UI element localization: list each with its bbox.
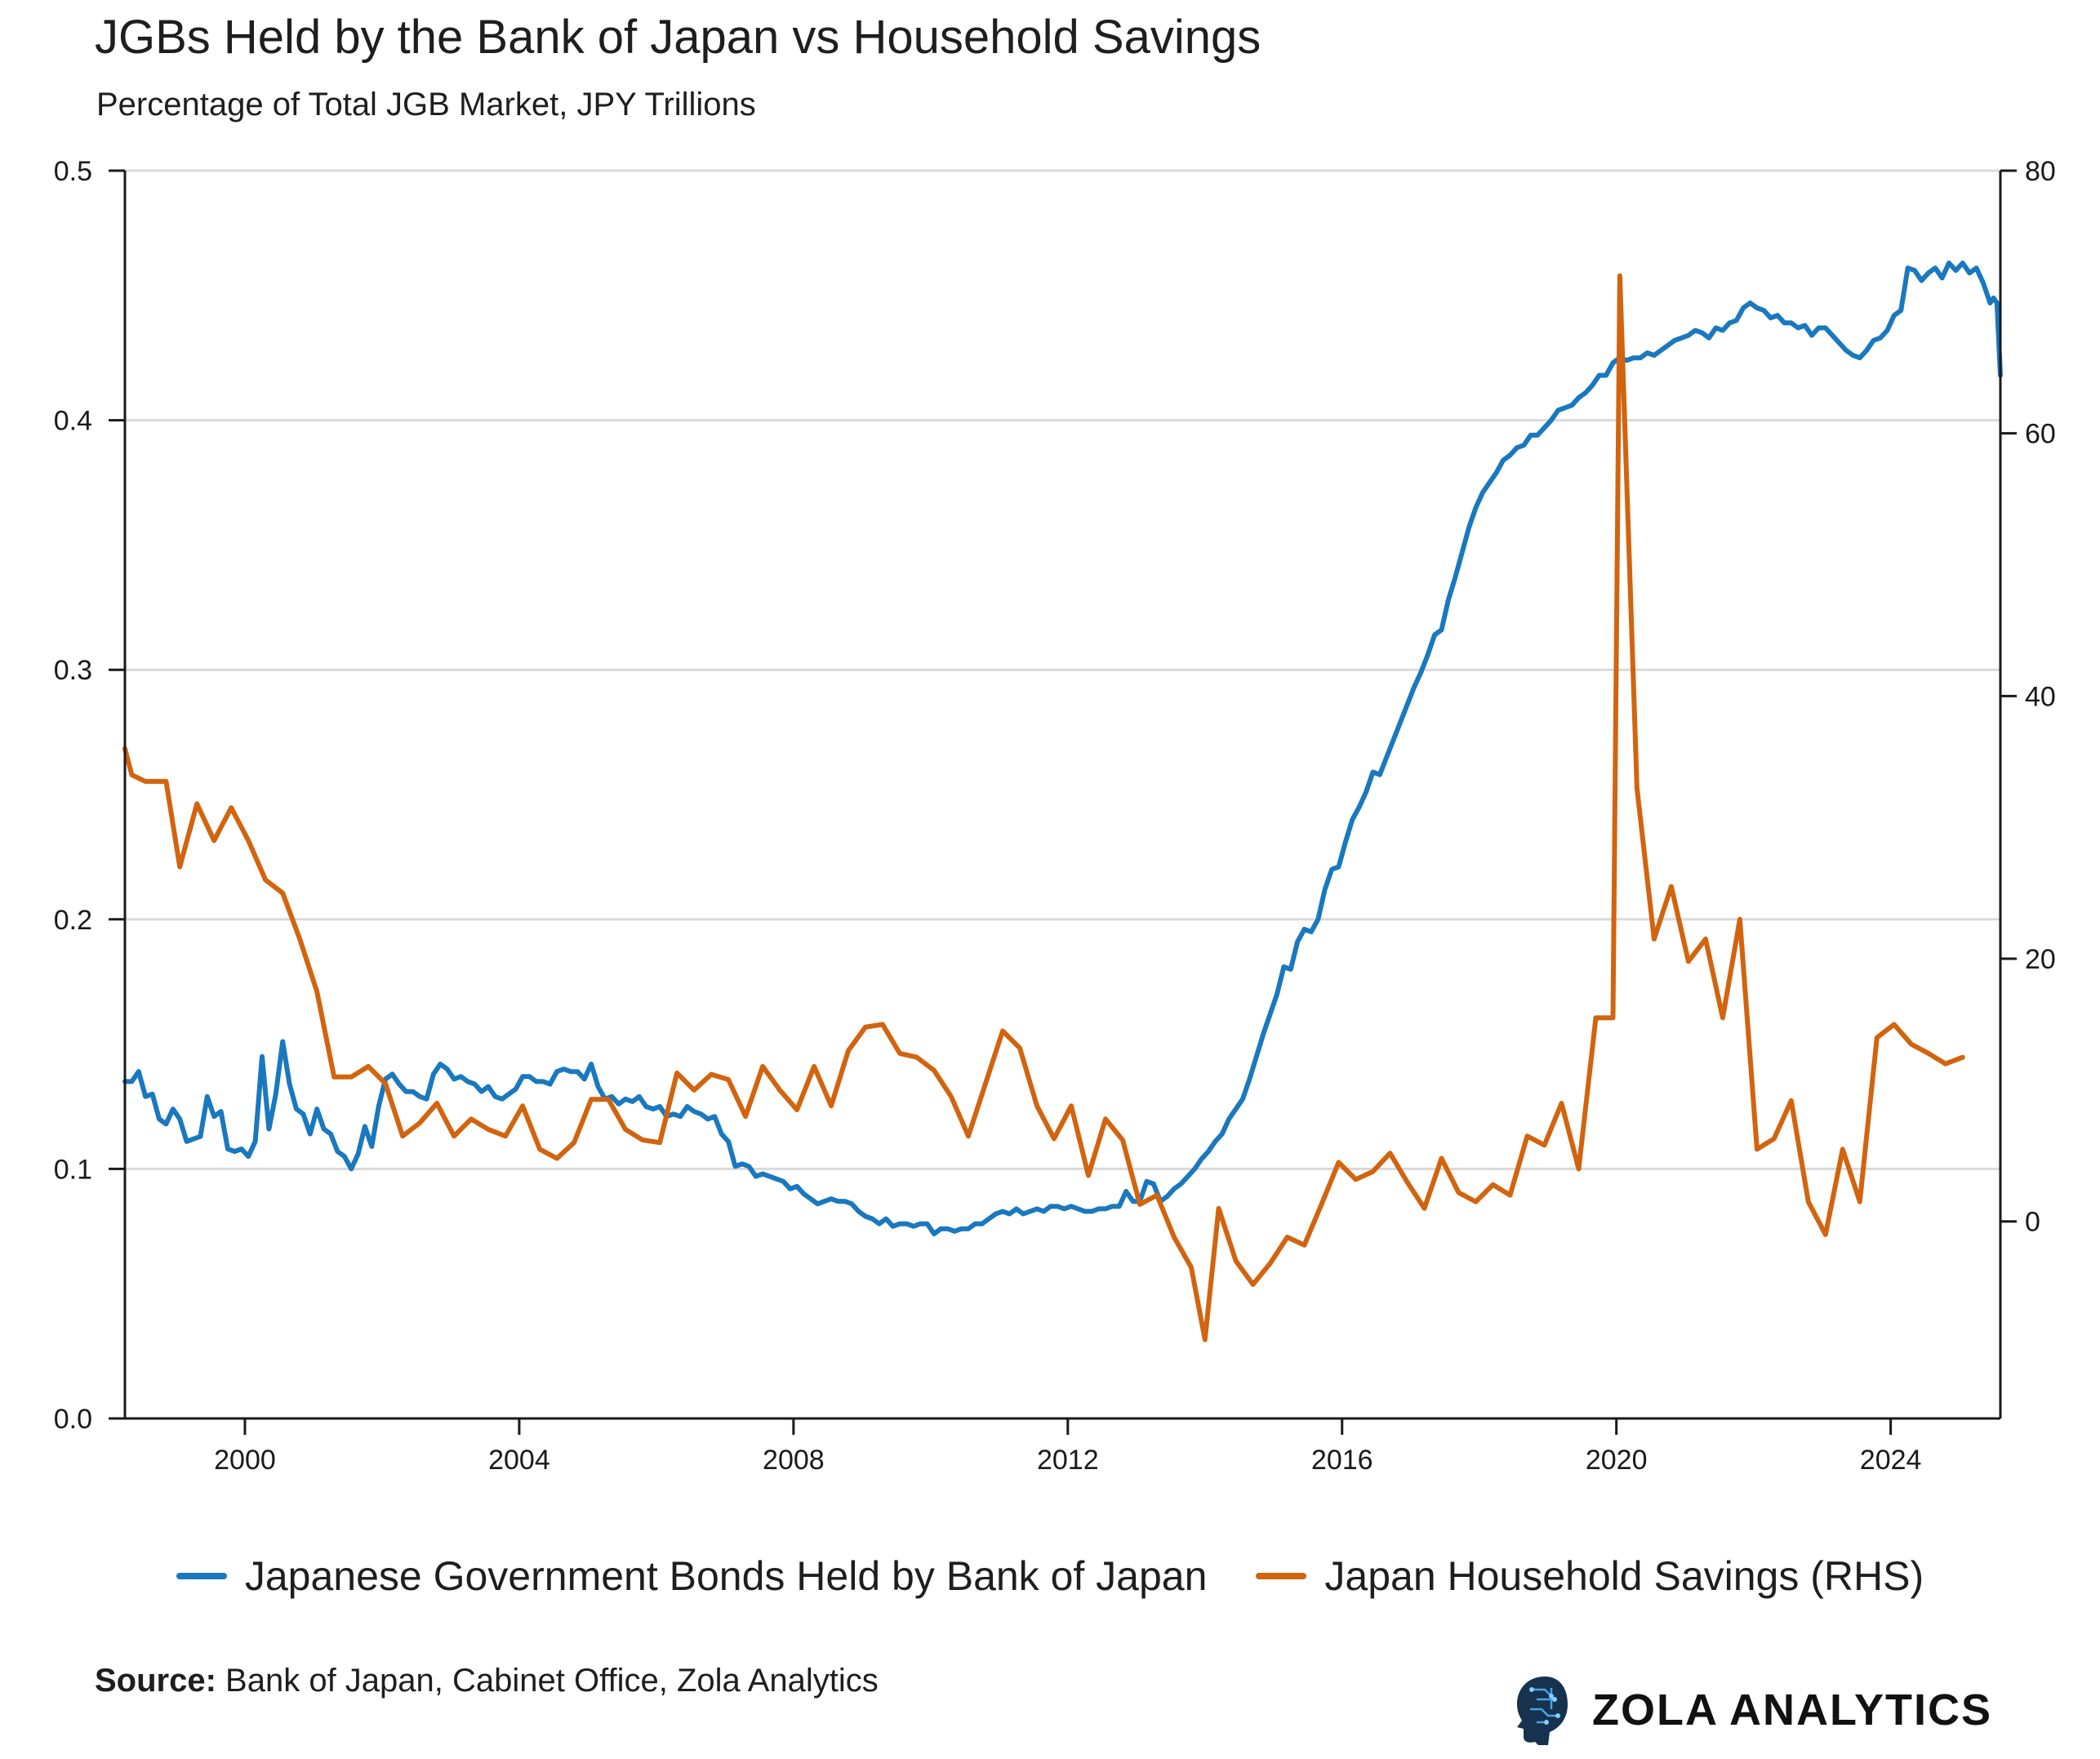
x-tick-label-0: 2000	[214, 1445, 276, 1476]
left-tick-label-0: 0.0	[54, 1404, 92, 1435]
jgb-series-line	[122, 261, 2003, 1236]
left-tick-label-1: 0.1	[54, 1154, 92, 1185]
left-tick-label-5: 0.5	[54, 156, 92, 187]
left-tick-label-2: 0.2	[54, 905, 92, 936]
source-text: Bank of Japan, Cabinet Office, Zola Anal…	[216, 1663, 879, 1699]
right-tick-label-3: 60	[2025, 419, 2056, 450]
x-tick-label-6: 2024	[1860, 1445, 1922, 1476]
axes: 0.0 0.1 0.2 0.3 0.4 0.5 0 20 40 60 80 2000 2004 2008 2…	[54, 156, 2056, 1476]
line-chart: 0.0 0.1 0.2 0.3 0.4 0.5 0 20 40 60 80 2000 2004 2008 2…	[54, 156, 2056, 1476]
left-tick-label-3: 0.3	[54, 655, 92, 686]
legend-swatch-jgb	[176, 1573, 227, 1579]
x-tick-label-5: 2020	[1586, 1445, 1648, 1476]
brand-name: ZOLA ANALYTICS	[1592, 1686, 1993, 1735]
savings-series-line	[122, 273, 1965, 1343]
legend-item-savings[interactable]: Japan Household Savings (RHS)	[1256, 1552, 1924, 1600]
head-circuit-icon	[1517, 1677, 1568, 1745]
legend-item-jgb[interactable]: Japanese Government Bonds Held by Bank o…	[176, 1552, 1208, 1600]
left-tick-label-4: 0.4	[54, 406, 92, 437]
x-tick-label-3: 2012	[1037, 1445, 1099, 1476]
right-tick-label-2: 40	[2025, 681, 2056, 712]
gridlines	[125, 169, 2000, 1170]
legend-label-jgb: Japanese Government Bonds Held by Bank o…	[244, 1553, 1208, 1599]
right-tick-label-1: 20	[2025, 944, 2056, 975]
series-layer	[122, 261, 2003, 1343]
x-tick-label-1: 2004	[488, 1445, 550, 1476]
source-label: Source:	[95, 1663, 216, 1699]
brand-logo: ZOLA ANALYTICS	[1512, 1661, 1992, 1759]
chart-subtitle: Percentage of Total JGB Market, JPY Tril…	[96, 87, 756, 122]
x-tick-label-4: 2016	[1311, 1445, 1373, 1476]
legend-swatch-savings	[1256, 1573, 1307, 1579]
right-tick-label-4: 80	[2025, 156, 2056, 187]
chart-title: JGBs Held by the Bank of Japan vs Househ…	[95, 11, 1261, 64]
x-tick-label-2: 2008	[763, 1445, 825, 1476]
legend-label-savings: Japan Household Savings (RHS)	[1324, 1553, 1924, 1599]
source-note: Source: Bank of Japan, Cabinet Office, Z…	[95, 1663, 879, 1699]
right-tick-label-0: 0	[2025, 1207, 2040, 1238]
legend: Japanese Government Bonds Held by Bank o…	[0, 1543, 2100, 1609]
